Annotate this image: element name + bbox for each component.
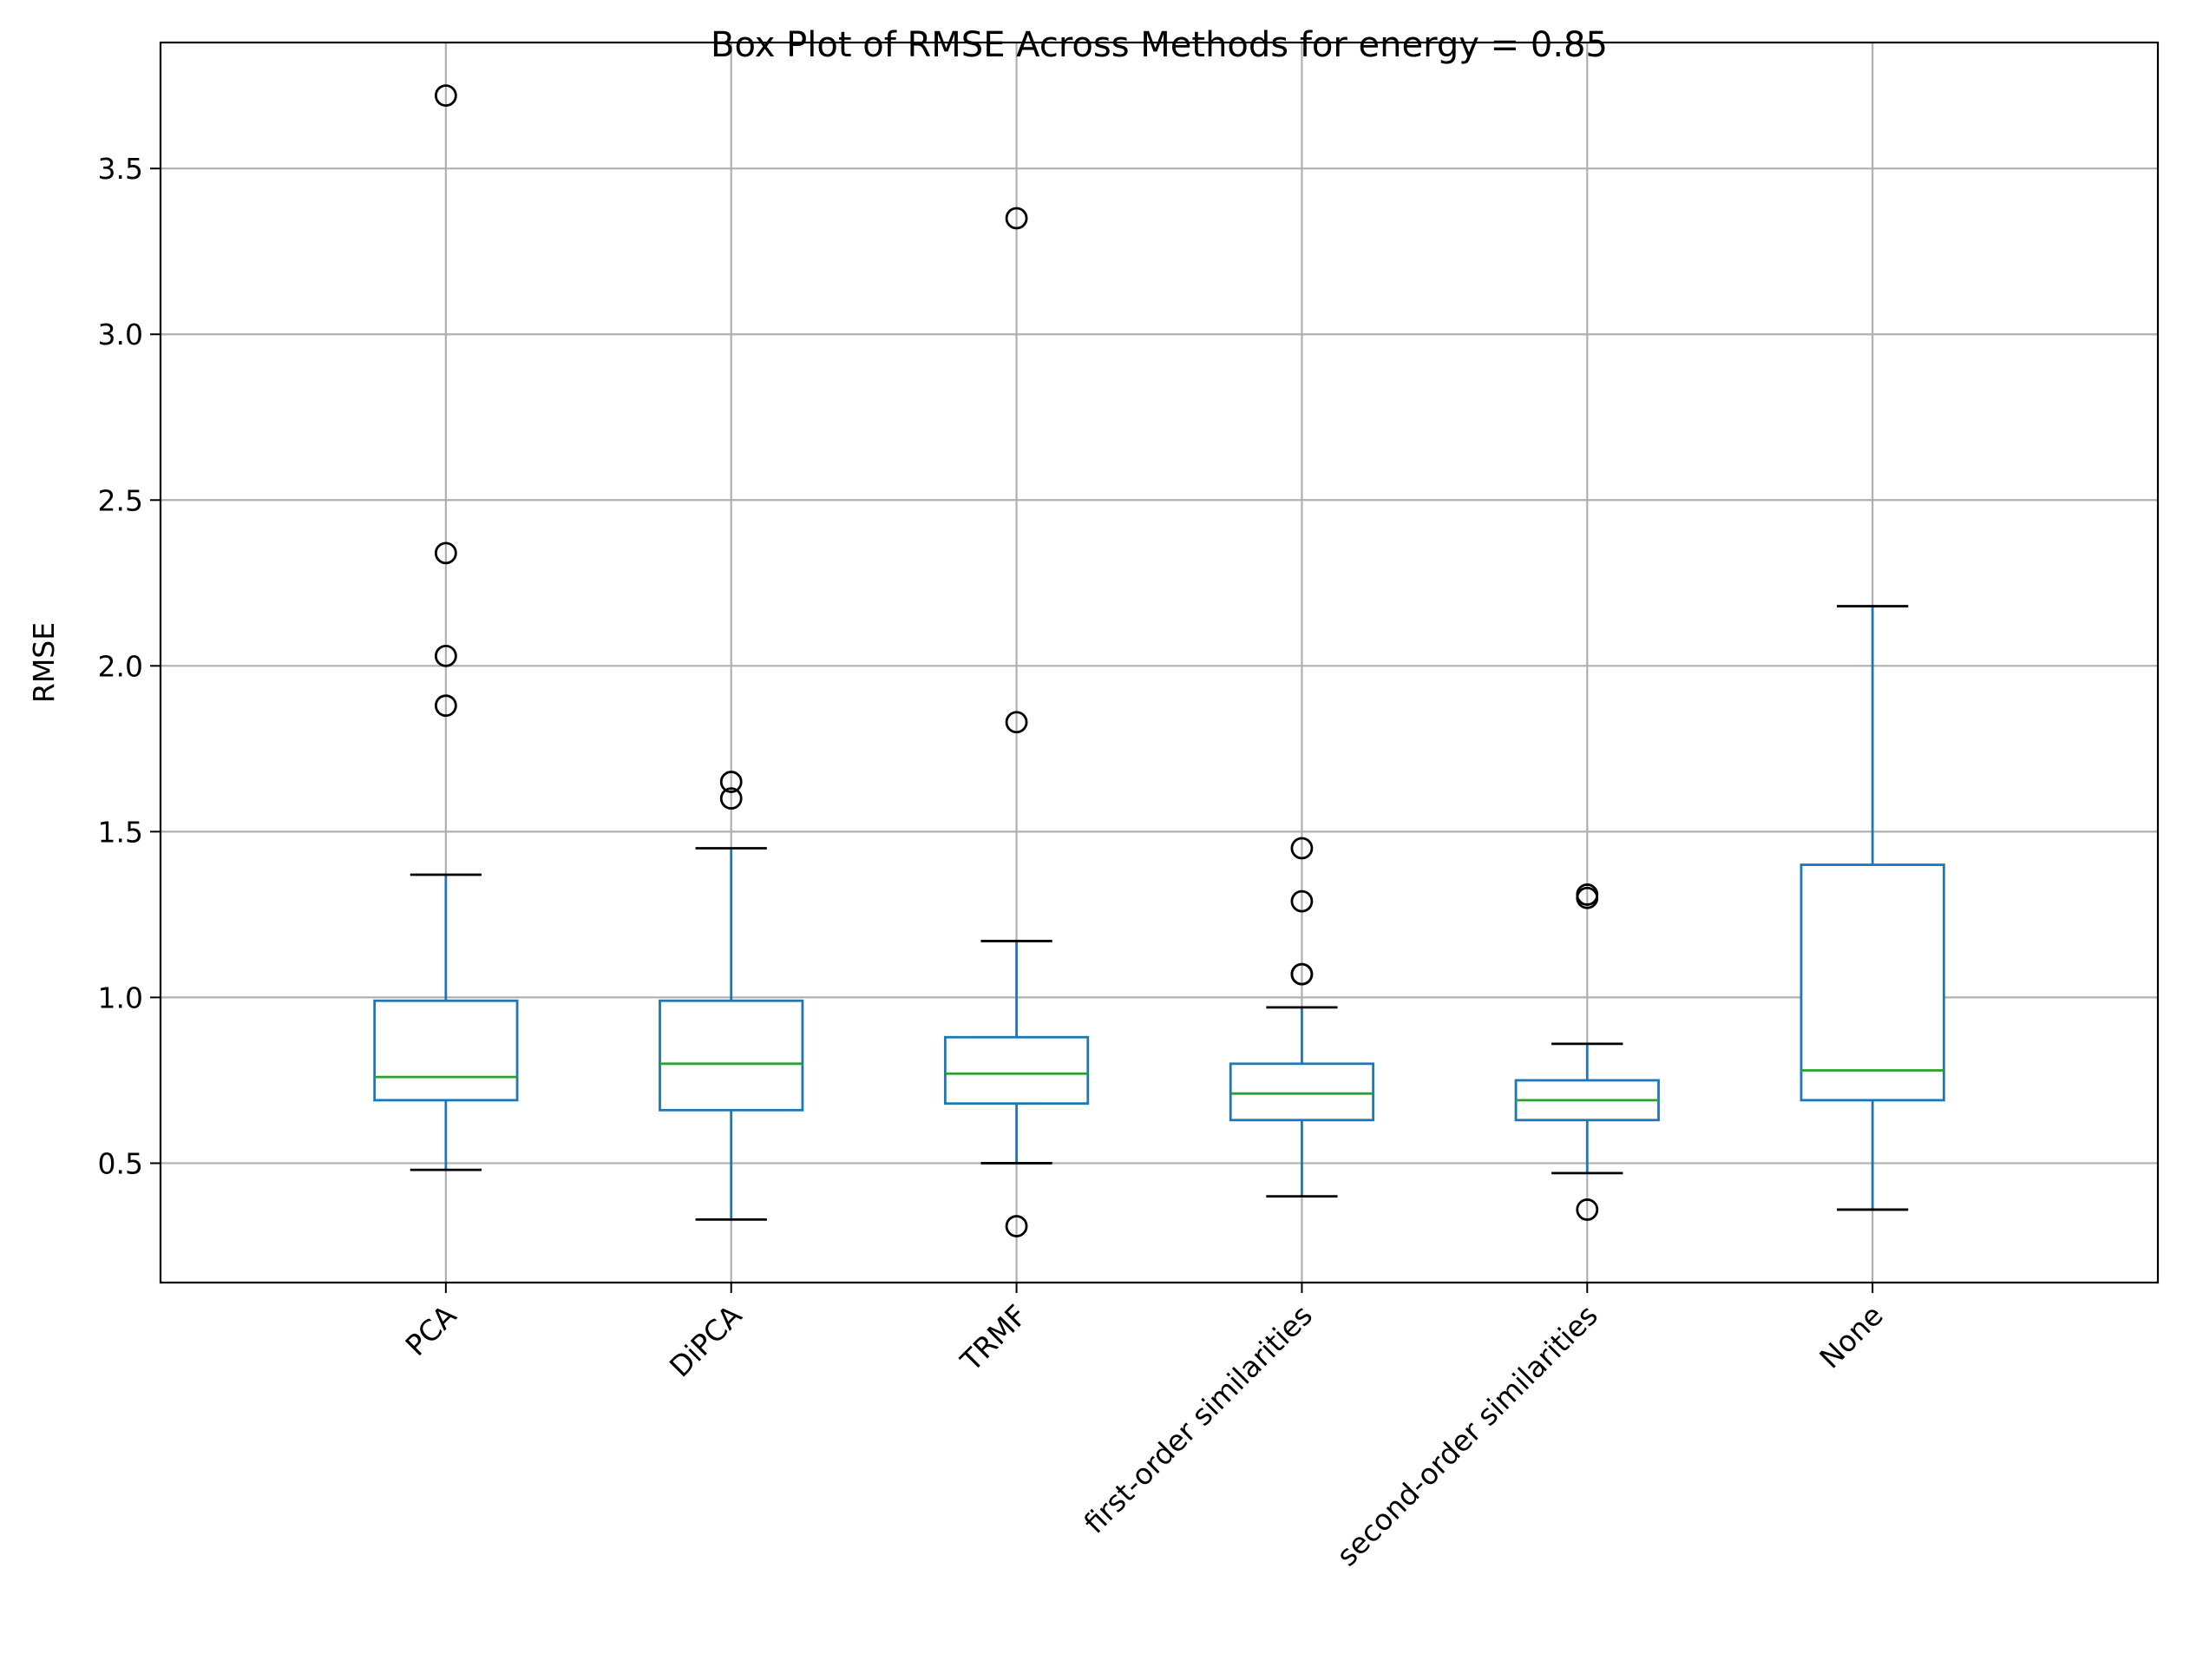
outlier-point (1005, 207, 1028, 230)
x-tick-label: first-order similarities (1078, 1298, 1320, 1540)
outlier-point (1576, 1198, 1599, 1221)
x-tick-label: TRMF (954, 1298, 1033, 1378)
y-tick-label: 0.5 (98, 1146, 143, 1180)
box-none (1800, 605, 1945, 1211)
outlier-point (434, 84, 457, 108)
y-tick-label: 3.0 (98, 318, 143, 351)
x-tick-label: second-order similarities (1330, 1298, 1604, 1572)
chart-title: Box Plot of RMSE Across Methods for ener… (711, 25, 1608, 65)
outlier-point (1005, 711, 1028, 734)
outlier-point (1290, 962, 1314, 986)
y-tick-label: 2.5 (98, 483, 143, 517)
outlier-point (719, 771, 743, 793)
box-dipca (659, 771, 804, 1221)
iqr-box (659, 999, 804, 1112)
outlier-point (434, 694, 457, 718)
box-second-order-similarities (1514, 883, 1660, 1221)
axis-ticks: 0.5 1.0 1.5 2.0 2.5 3.0 3.5 PCA DiPCA TRMF first-o… (98, 152, 1890, 1572)
y-tick-label: 1.5 (98, 815, 143, 849)
iqr-box (943, 1035, 1090, 1106)
y-tick-label: 2.0 (98, 649, 143, 683)
y-tick-label: 3.5 (98, 152, 143, 186)
box-first-order-similarities (1229, 837, 1375, 1198)
y-tick-label: 1.0 (98, 981, 143, 1014)
iqr-box (373, 999, 519, 1102)
outlier-point (434, 541, 457, 565)
box-trmf (943, 207, 1090, 1237)
outlier-point (1290, 837, 1314, 860)
outlier-point (1290, 889, 1314, 913)
x-tick-label: PCA (399, 1298, 463, 1362)
plot-area-frame (159, 41, 2160, 1284)
iqr-box (1800, 863, 1945, 1102)
outlier-point (1005, 1215, 1028, 1237)
y-axis-label: RMSE (27, 622, 61, 703)
x-tick-label: DiPCA (663, 1298, 749, 1384)
outlier-point (719, 787, 743, 810)
box-pca (373, 84, 519, 1171)
outlier-point (434, 644, 457, 667)
x-tick-label: None (1813, 1298, 1889, 1375)
iqr-box (1229, 1062, 1375, 1122)
outlier-point (1576, 886, 1599, 909)
box-series (373, 84, 1945, 1237)
